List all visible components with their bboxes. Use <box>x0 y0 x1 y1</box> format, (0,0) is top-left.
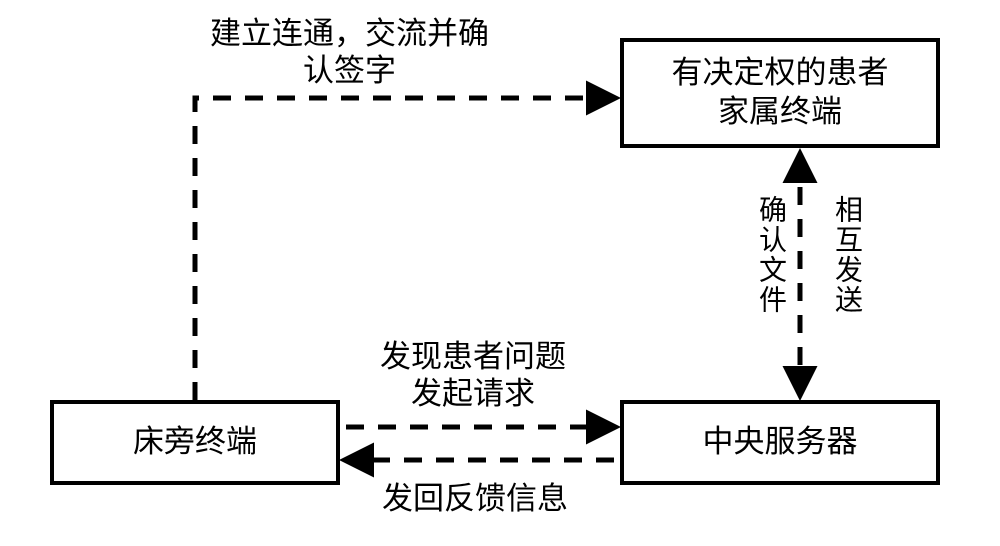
node-bedside-label: 床旁终端 <box>133 423 257 462</box>
flowchart-canvas: 有决定权的患者 家属终端 床旁终端 中央服务器 建立连通，交流并确 认签字 确认… <box>0 0 1000 546</box>
node-server-label: 中央服务器 <box>703 423 858 462</box>
edge-bed-to-server-label: 发现患者问题 发起请求 <box>380 338 566 412</box>
edge-bed-to-family-label: 建立连通，交流并确 认签字 <box>210 15 489 89</box>
edge-server-to-bed-label: 发回反馈信息 <box>382 480 568 517</box>
node-family-terminal: 有决定权的患者 家属终端 <box>620 38 940 148</box>
node-central-server: 中央服务器 <box>620 400 940 485</box>
edge-family-server-label-left: 确认文件 <box>756 195 784 315</box>
node-bedside-terminal: 床旁终端 <box>50 400 340 485</box>
edge-family-server-label-right: 相互发送 <box>832 195 860 315</box>
node-family-label: 有决定权的患者 家属终端 <box>672 54 889 132</box>
